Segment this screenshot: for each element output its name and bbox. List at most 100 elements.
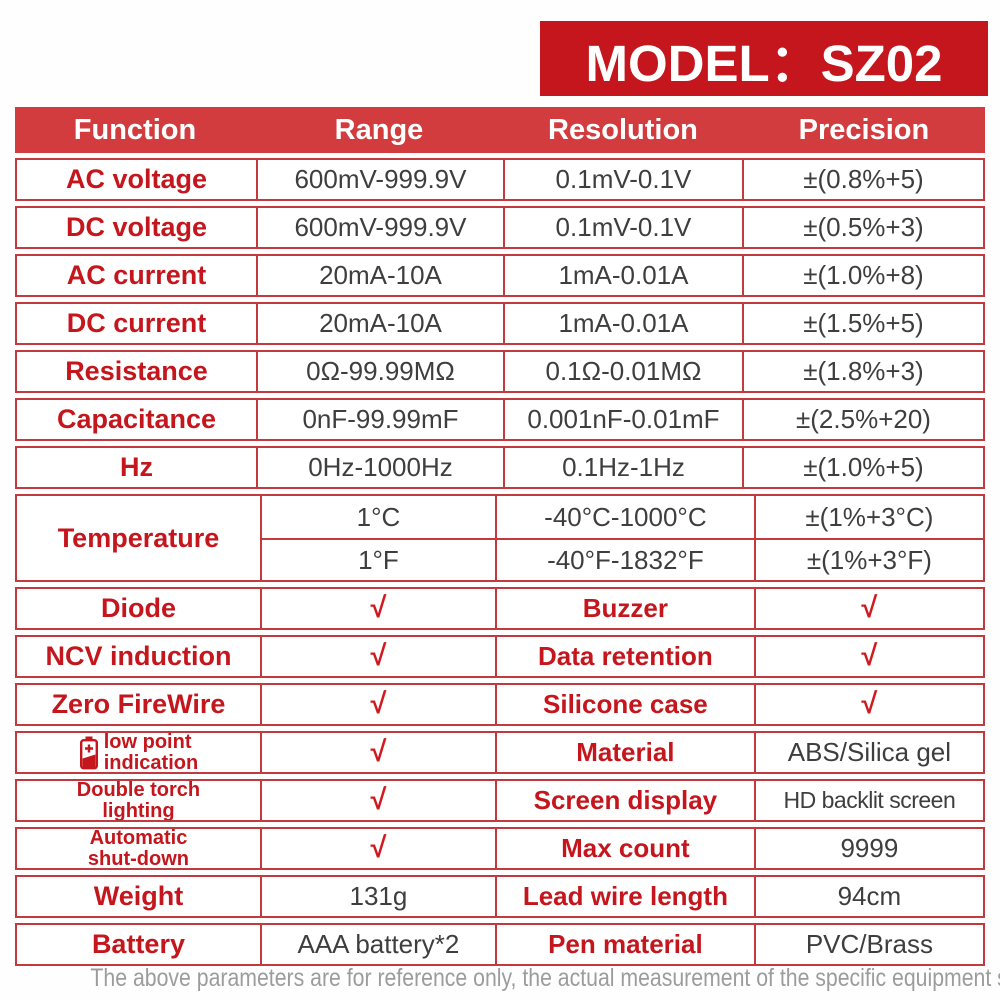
footer-note: The above parameters are for reference o…: [0, 964, 1000, 993]
feature-label: Double torch lighting: [77, 781, 200, 820]
feature-label2: Screen display: [533, 785, 718, 815]
feature-label2-cell: Lead wire length: [494, 877, 754, 916]
feature-label: Battery: [91, 929, 185, 959]
table-body: AC voltage 600mV-999.9V 0.1mV-0.1V ±(0.8%+5…: [15, 158, 985, 966]
function-cell-text: Resistance: [65, 356, 208, 386]
feature-value: 131g: [349, 881, 408, 911]
feature-value: √: [370, 688, 387, 720]
spec-row: AC voltage 600mV-999.9V 0.1mV-0.1V ±(0.8%+5…: [15, 158, 985, 201]
feature-label: low point indication: [104, 733, 198, 772]
function-cell-text: Temperature: [57, 522, 220, 553]
feature-value2: 94cm: [837, 881, 902, 911]
resolution-cell: 0.1mV-0.1V: [502, 208, 742, 247]
function-cell: Temperature: [17, 496, 260, 580]
function-cell: DC current: [17, 304, 256, 343]
feature-value2-cell: PVC/Brass: [753, 925, 983, 964]
feature-label2-cell: Screen display: [494, 781, 754, 820]
precision-cell: ±(0.5%+3): [741, 208, 983, 247]
precision-cell-text: ±(1%+3°F): [806, 544, 932, 575]
function-cell-text: AC voltage: [65, 164, 207, 194]
range-cell-text: 0Ω-99.99MΩ: [306, 356, 455, 386]
feature-label2-cell: Material: [494, 733, 754, 772]
model-title: MODEL：SZ02: [585, 34, 943, 92]
feature-label-cell: Diode: [17, 589, 260, 628]
range-cell: 20mA-10A: [255, 304, 503, 343]
range-cell-text: 20mA-10A: [319, 308, 442, 338]
feature-label-cell: Double torch lighting: [17, 781, 260, 820]
feature-row: Diode √ Buzzer √: [15, 587, 985, 630]
function-cell-text: DC voltage: [65, 212, 207, 242]
resolution-cell-text: 0.1mV-0.1V: [555, 212, 692, 242]
feature-label2: Max count: [561, 833, 690, 863]
feature-label2: Silicone case: [543, 689, 708, 719]
precision-cell: ±(2.5%+20): [741, 400, 983, 439]
resolution-cell-text: 0.1mV-0.1V: [555, 164, 692, 194]
range-cell: 600mV-999.9V: [255, 160, 503, 199]
feature-label2: Buzzer: [582, 593, 669, 623]
feature-value-cell: 131g: [259, 877, 495, 916]
resolution-cell-text: 0.1Hz-1Hz: [562, 452, 685, 482]
spec-row: DC current 20mA-10A 1mA-0.01A ±(1.5%+5): [15, 302, 985, 345]
resolution-cell-text: 0.001nF-0.01mF: [527, 404, 720, 434]
feature-label-line: lighting: [102, 799, 175, 820]
range-cell-text: 600mV-999.9V: [294, 164, 467, 194]
range-cell: 20mA-10A: [255, 256, 503, 295]
feature-value: √: [370, 592, 387, 624]
feature-row: Double torch lighting √ Screen display HD ba…: [15, 779, 985, 822]
precision-cell: ±(1.0%+5): [741, 448, 983, 487]
feature-label: Zero FireWire: [51, 689, 226, 719]
feature-value2: √: [861, 592, 878, 624]
precision-cell-text: ±(1.5%+5): [803, 308, 924, 338]
feature-label2: Material: [576, 737, 675, 767]
feature-label2-cell: Pen material: [494, 925, 754, 964]
feature-label-wrap: low point indication: [79, 733, 198, 772]
feature-label-line: shut-down: [87, 847, 190, 868]
spec-row: DC voltage 600mV-999.9V 0.1mV-0.1V ±(0.5%+3…: [15, 206, 985, 249]
resolution-cell: 0.001nF-0.01mF: [502, 400, 742, 439]
feature-value2-cell: ABS/Silica gel: [753, 733, 983, 772]
feature-row: low point indication √ Material ABS/Silica g…: [15, 731, 985, 774]
resolution-cell: -40°C-1000°C: [494, 496, 754, 538]
function-cell: Capacitance: [17, 400, 256, 439]
feature-label: NCV induction: [45, 641, 232, 671]
feature-value: √: [370, 736, 387, 768]
resolution-cell: 1mA-0.01A: [502, 304, 742, 343]
feature-label-line: indication: [103, 751, 199, 772]
precision-cell: ±(1%+3°C): [753, 496, 983, 538]
spec-table: Function Range Resolution Precision AC volt…: [15, 107, 985, 966]
header-cell-range: Range: [334, 113, 424, 146]
range-cell-text: 20mA-10A: [319, 260, 442, 290]
resolution-cell: 0.1Hz-1Hz: [502, 448, 742, 487]
feature-value2-cell: √: [753, 685, 983, 724]
feature-label: Automatic shut-down: [88, 829, 189, 868]
range-cell: 0nF-99.99mF: [255, 400, 503, 439]
function-cell: DC voltage: [17, 208, 256, 247]
precision-cell: ±(1.0%+8): [741, 256, 983, 295]
feature-value2: √: [861, 688, 878, 720]
feature-label-cell: Battery: [17, 925, 260, 964]
feature-label-wrap: Automatic shut-down: [88, 829, 189, 868]
feature-label2: Pen material: [548, 929, 703, 959]
feature-value2: PVC/Brass: [805, 929, 933, 959]
precision-cell: ±(1.8%+3): [741, 352, 983, 391]
resolution-cell-text: -40°F-1832°F: [547, 544, 704, 575]
function-cell-text: AC current: [66, 260, 207, 290]
feature-value: √: [370, 832, 387, 864]
precision-cell: ±(1%+3°F): [753, 538, 983, 580]
header-cell-function: Function: [73, 113, 197, 146]
feature-label: Diode: [100, 593, 176, 623]
feature-value2: ABS/Silica gel: [787, 737, 952, 767]
feature-value-cell: √: [259, 733, 495, 772]
feature-row: Weight 131g Lead wire length 94cm: [15, 875, 985, 918]
precision-cell-text: ±(1.0%+5): [803, 452, 924, 482]
feature-row: NCV induction √ Data retention √: [15, 635, 985, 678]
function-cell: AC voltage: [17, 160, 256, 199]
precision-cell-text: ±(2.5%+20): [796, 404, 931, 434]
resolution-cell-text: 0.1Ω-0.01MΩ: [545, 356, 702, 386]
range-cell: 1°F: [259, 538, 495, 580]
feature-value-cell: AAA battery*2: [259, 925, 495, 964]
function-cell: AC current: [17, 256, 256, 295]
feature-label-wrap: Double torch lighting: [77, 781, 200, 820]
precision-cell-text: ±(1%+3°C): [805, 501, 934, 532]
